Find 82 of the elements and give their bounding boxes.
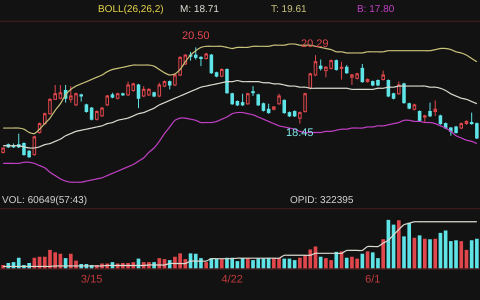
bar — [344, 258, 349, 268]
bar — [418, 235, 422, 268]
x-tick-label: 6/1 — [365, 274, 380, 286]
candlestick — [27, 150, 31, 158]
chart-title: BOLL(26,26,2) — [98, 4, 164, 15]
bar — [392, 224, 396, 268]
candlestick — [266, 103, 270, 114]
bar — [204, 262, 208, 268]
bar — [360, 254, 364, 268]
candlestick — [433, 100, 437, 116]
candlestick — [214, 71, 218, 78]
candlestick — [105, 94, 110, 106]
candlestick — [272, 105, 276, 111]
candlestick — [1, 147, 5, 154]
candlestick — [121, 92, 125, 97]
bar — [340, 251, 344, 268]
candlestick — [116, 92, 120, 100]
candlestick — [32, 135, 36, 156]
chart-title: VOL: 60649(57:43) — [2, 195, 88, 206]
candlestick — [246, 92, 250, 106]
candlestick — [225, 68, 229, 94]
bar — [136, 258, 140, 268]
candlestick — [84, 103, 88, 114]
bar — [366, 251, 370, 268]
candlestick — [402, 82, 406, 104]
candlestick — [204, 52, 208, 60]
text: B: 17.80 — [357, 4, 395, 15]
candlestick — [423, 114, 427, 124]
candlestick — [303, 92, 307, 114]
candlestick — [418, 110, 422, 122]
text: M: 18.71 — [180, 4, 220, 15]
candlestick — [324, 66, 328, 78]
candlestick — [412, 103, 416, 111]
x-tick-label: 4/22 — [221, 274, 243, 286]
x-tick-label: 3/15 — [80, 274, 102, 286]
bar — [324, 258, 328, 268]
candlestick — [100, 106, 104, 118]
candlestick — [329, 59, 333, 70]
candlestick — [251, 86, 255, 97]
candlestick — [152, 91, 156, 98]
bar — [329, 260, 333, 268]
text: T: 19.61 — [271, 4, 308, 15]
candlestick — [334, 59, 338, 72]
candlestick — [292, 110, 296, 118]
candlestick — [407, 102, 411, 110]
candlestick — [298, 110, 302, 124]
candlestick — [355, 72, 359, 80]
bar — [318, 256, 323, 268]
bar — [412, 238, 416, 268]
candlestick — [95, 110, 99, 121]
candlestick — [428, 102, 432, 118]
bar — [381, 239, 385, 268]
candlestick — [318, 59, 322, 72]
bar — [386, 220, 390, 268]
candlestick — [220, 68, 224, 78]
bar — [396, 220, 401, 268]
annotation: 20.50 — [182, 30, 210, 42]
bar — [298, 258, 302, 268]
candlestick — [397, 81, 401, 96]
candlestick — [340, 61, 344, 80]
candlestick — [360, 63, 364, 84]
candlestick — [350, 73, 354, 86]
candlestick — [210, 54, 214, 74]
bar — [422, 238, 427, 268]
candlestick — [386, 78, 390, 98]
candlestick — [136, 83, 140, 109]
candlestick — [277, 93, 281, 106]
candlestick — [168, 80, 172, 90]
candlestick — [366, 78, 370, 84]
candlestick — [344, 64, 348, 74]
candlestick — [454, 125, 458, 134]
bar — [433, 238, 438, 268]
candlestick — [240, 93, 244, 106]
candlestick — [173, 73, 177, 87]
text: OPID: 322395 — [290, 195, 354, 206]
candlestick — [392, 92, 396, 100]
candlestick — [438, 114, 442, 126]
candlestick — [79, 93, 83, 102]
bar — [428, 239, 432, 268]
candlestick — [90, 106, 94, 121]
candlestick — [110, 92, 114, 99]
candlestick — [381, 70, 385, 82]
